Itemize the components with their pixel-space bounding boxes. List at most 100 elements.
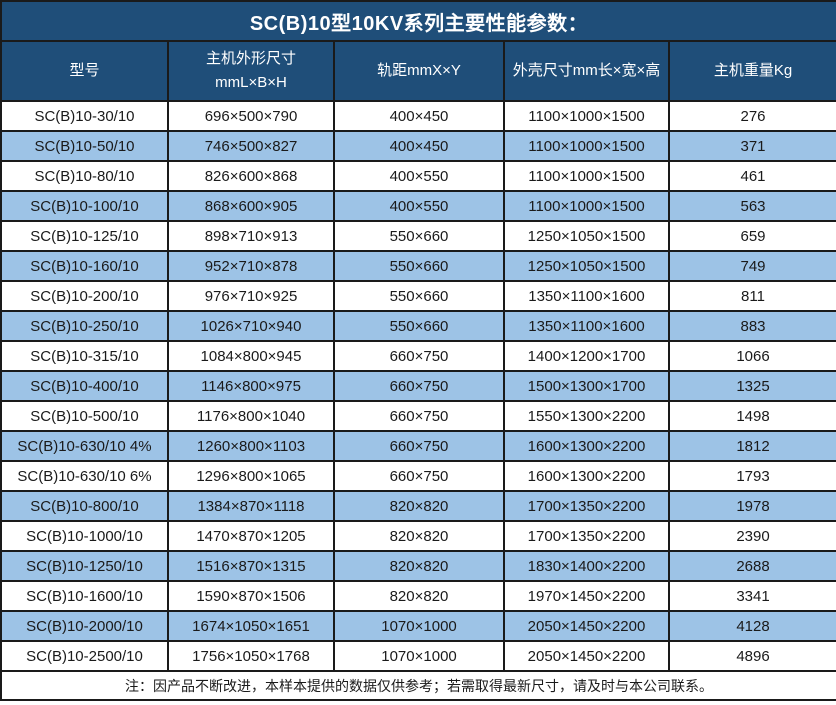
table-cell: 1100×1000×1500 [503,160,670,192]
table-cell: 883 [667,310,836,342]
table-cell: 1084×800×945 [167,340,335,372]
table-cell: SC(B)10-800/10 [0,490,169,522]
table-row: SC(B)10-80/10 826×600×868 400×550 1100×1000… [0,160,836,192]
table-row: SC(B)10-315/10 1084×800×945 660×750 1400×12… [0,340,836,372]
table-cell: 1970×1450×2200 [503,580,670,612]
table-cell: 976×710×925 [167,280,335,312]
table-cell: 1400×1200×1700 [503,340,670,372]
table-cell: SC(B)10-2500/10 [0,640,169,672]
table-cell: 746×500×827 [167,130,335,162]
table-row: SC(B)10-1600/10 1590×870×1506 820×820 1970×… [0,580,836,612]
table-cell: 550×660 [333,280,505,312]
table-row: SC(B)10-50/10 746×500×827 400×450 1100×1000… [0,130,836,162]
table-cell: SC(B)10-1600/10 [0,580,169,612]
table-head: SC(B)10型10KV系列主要性能参数： 型号 主机外形尺寸 mmL×B×H … [0,0,836,102]
table-row: SC(B)10-1000/10 1470×870×1205 820×820 1700×… [0,520,836,552]
table-cell: 400×550 [333,160,505,192]
table-row: SC(B)10-200/10 976×710×925 550×660 1350×110… [0,280,836,312]
table-body: SC(B)10-30/10 696×500×790 400×450 1100×1000… [0,100,836,672]
footnote: 注：因产品不断改进，本样本提供的数据仅供参考；若需取得最新尺寸，请及时与本公司联… [0,670,836,701]
table-cell: 820×820 [333,580,505,612]
table-cell: 1296×800×1065 [167,460,335,492]
table-cell: 1325 [667,370,836,402]
table-cell: 1176×800×1040 [167,400,335,432]
column-header-weight: 主机重量Kg [667,40,836,102]
table-cell: 1260×800×1103 [167,430,335,462]
table-row: SC(B)10-500/10 1176×800×1040 660×750 1550×1… [0,400,836,432]
table-cell: SC(B)10-125/10 [0,220,169,252]
table-cell: 2688 [667,550,836,582]
table-cell: 371 [667,130,836,162]
table-cell: 811 [667,280,836,312]
table-cell: 400×450 [333,100,505,132]
table-row: SC(B)10-630/10 4% 1260×800×1103 660×750 160… [0,430,836,462]
table-cell: 1498 [667,400,836,432]
table-cell: 820×820 [333,550,505,582]
table-cell: 1100×1000×1500 [503,190,670,222]
table-cell: 1100×1000×1500 [503,100,670,132]
table-cell: SC(B)10-630/10 6% [0,460,169,492]
table-cell: SC(B)10-80/10 [0,160,169,192]
table-cell: 1674×1050×1651 [167,610,335,642]
table-cell: SC(B)10-200/10 [0,280,169,312]
table-cell: 1978 [667,490,836,522]
table-cell: 550×660 [333,310,505,342]
table-cell: 2050×1450×2200 [503,610,670,642]
table-cell: SC(B)10-630/10 4% [0,430,169,462]
table-cell: SC(B)10-100/10 [0,190,169,222]
column-header-shell-size: 外壳尺寸mm长×宽×高 [503,40,670,102]
table-row: SC(B)10-125/10 898×710×913 550×660 1250×105… [0,220,836,252]
table-cell: 1350×1100×1600 [503,280,670,312]
table-cell: 660×750 [333,460,505,492]
table-cell: 820×820 [333,520,505,552]
table-cell: 3341 [667,580,836,612]
table-cell: 696×500×790 [167,100,335,132]
table-row: SC(B)10-1250/10 1516×870×1315 820×820 1830×… [0,550,836,582]
table-row: SC(B)10-2500/10 1756×1050×1768 1070×1000 20… [0,640,836,672]
note-row: 注：因产品不断改进，本样本提供的数据仅供参考；若需取得最新尺寸，请及时与本公司联… [0,670,836,701]
table-cell: 1700×1350×2200 [503,520,670,552]
table-cell: SC(B)10-30/10 [0,100,169,132]
table-row: SC(B)10-400/10 1146×800×975 660×750 1500×13… [0,370,836,402]
table-cell: 660×750 [333,370,505,402]
table-cell: 1470×870×1205 [167,520,335,552]
table-row: SC(B)10-160/10 952×710×878 550×660 1250×105… [0,250,836,282]
table-cell: SC(B)10-400/10 [0,370,169,402]
table-cell: 1070×1000 [333,610,505,642]
table-cell: 1812 [667,430,836,462]
table-cell: 749 [667,250,836,282]
table-cell: 660×750 [333,340,505,372]
table-cell: 550×660 [333,220,505,252]
table-cell: 1830×1400×2200 [503,550,670,582]
table-row: SC(B)10-630/10 6% 1296×800×1065 660×750 160… [0,460,836,492]
table-cell: 1250×1050×1500 [503,250,670,282]
column-header-dimensions: 主机外形尺寸 mmL×B×H [167,40,335,102]
table-cell: 2050×1450×2200 [503,640,670,672]
table-cell: 826×600×868 [167,160,335,192]
table-cell: 898×710×913 [167,220,335,252]
table-cell: 1756×1050×1768 [167,640,335,672]
page-title: SC(B)10型10KV系列主要性能参数： [0,0,836,42]
table-cell: 461 [667,160,836,192]
table-cell: 1500×1300×1700 [503,370,670,402]
table-cell: 952×710×878 [167,250,335,282]
table-row: SC(B)10-30/10 696×500×790 400×450 1100×1000… [0,100,836,132]
table-cell: 1066 [667,340,836,372]
table-cell: 1600×1300×2200 [503,430,670,462]
table-cell: SC(B)10-160/10 [0,250,169,282]
table-row: SC(B)10-800/10 1384×870×1118 820×820 1700×1… [0,490,836,522]
table-cell: 1550×1300×2200 [503,400,670,432]
table-cell: 1146×800×975 [167,370,335,402]
table-cell: 1600×1300×2200 [503,460,670,492]
table-cell: 1700×1350×2200 [503,490,670,522]
table-cell: 868×600×905 [167,190,335,222]
table-cell: 400×550 [333,190,505,222]
table-cell: 276 [667,100,836,132]
table-cell: 1384×870×1118 [167,490,335,522]
column-header-track-gauge: 轨距mmX×Y [333,40,505,102]
table-cell: 1250×1050×1500 [503,220,670,252]
table-cell: 400×450 [333,130,505,162]
table-cell: 1590×870×1506 [167,580,335,612]
